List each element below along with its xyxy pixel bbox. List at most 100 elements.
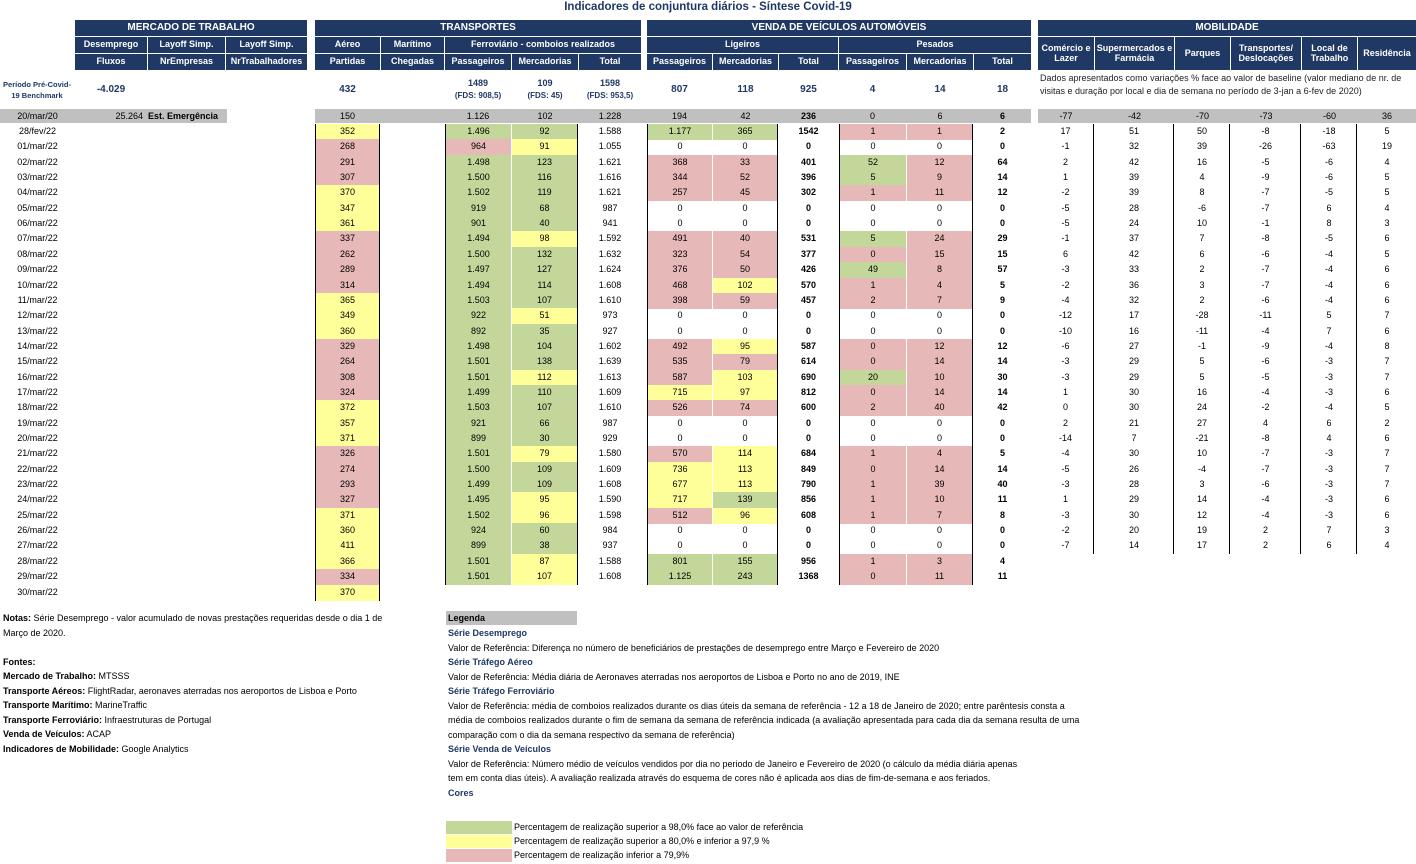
row-ferro-total: 1.590 bbox=[598, 494, 622, 504]
row-mob-transportes: -4 bbox=[1231, 324, 1301, 340]
row-pes-total: 0 bbox=[999, 141, 1005, 151]
row-mob-transportes: -8 bbox=[1231, 231, 1301, 247]
row-mob-supermercados: 28 bbox=[1095, 477, 1174, 493]
row-mob-residencia: 5 bbox=[1384, 172, 1390, 182]
row-mob-transportes: -1 bbox=[1231, 216, 1301, 232]
emergency-ferro-merc: 102 bbox=[537, 111, 553, 121]
row-mob-residencia: 6 bbox=[1384, 433, 1390, 443]
row-ferro-total: 987 bbox=[602, 418, 618, 428]
header-partidas: Partidas bbox=[315, 54, 380, 70]
row-mob-supermercados: 32 bbox=[1095, 293, 1174, 309]
row-lig-total: 0 bbox=[805, 141, 811, 151]
row-mob-trabalho: -63 bbox=[1302, 139, 1357, 155]
row-lig-total: 1368 bbox=[798, 571, 819, 581]
emergency-mob-supermercados: -42 bbox=[1127, 111, 1141, 121]
benchmark-pes-total: 18 bbox=[996, 84, 1009, 95]
row-mob-comercio: 0 bbox=[1038, 400, 1094, 416]
row-pes-total: 8 bbox=[999, 510, 1005, 520]
benchmark-ferro-pass: 1489 bbox=[467, 78, 489, 88]
row-mob-supermercados: 24 bbox=[1095, 216, 1174, 232]
row-lig-mercadorias: 45 bbox=[713, 185, 778, 201]
row-aereo: 307 bbox=[315, 170, 380, 186]
row-date: 11/mar/22 bbox=[17, 295, 58, 305]
row-pes-total: 11 bbox=[997, 571, 1008, 581]
row-date: 05/mar/22 bbox=[17, 203, 58, 213]
row-mob-trabalho: -5 bbox=[1302, 185, 1357, 201]
row-lig-passageiros: 0 bbox=[647, 139, 712, 155]
row-ferro-passageiros: 1.502 bbox=[445, 508, 511, 524]
row-lig-total: 302 bbox=[800, 187, 817, 197]
row-aereo: 370 bbox=[315, 185, 380, 201]
row-pes-total: 2 bbox=[999, 126, 1005, 136]
row-mob-residencia: 5 bbox=[1384, 187, 1390, 197]
row-lig-passageiros: 344 bbox=[647, 170, 712, 186]
legend-swatch-green bbox=[446, 821, 512, 834]
legend-color-3: Percentagem de realização inferior a 79,… bbox=[514, 850, 690, 860]
row-pes-mercadorias: 4 bbox=[907, 278, 973, 294]
legend-swatch-yellow bbox=[446, 835, 512, 848]
row-lig-passageiros: 492 bbox=[647, 339, 712, 355]
row-mob-comercio: -2 bbox=[1038, 278, 1094, 294]
row-ferro-passageiros: 1.501 bbox=[445, 370, 511, 386]
row-lig-mercadorias: 0 bbox=[713, 523, 778, 539]
legend-s4-text: Valor de Referência: Número médio de veí… bbox=[448, 758, 1018, 784]
row-pes-passageiros: 0 bbox=[839, 247, 906, 263]
legend-title: Legenda bbox=[446, 611, 577, 625]
row-pes-mercadorias: 8 bbox=[907, 262, 973, 278]
row-mob-trabalho: -4 bbox=[1302, 262, 1357, 278]
row-ferro-mercadorias: 114 bbox=[512, 278, 578, 294]
row-pes-passageiros: 1 bbox=[839, 554, 906, 570]
row-lig-mercadorias: 54 bbox=[713, 247, 778, 263]
row-lig-mercadorias: 113 bbox=[713, 462, 778, 478]
row-ferro-mercadorias: 107 bbox=[512, 293, 578, 309]
group-header-mercado: MERCADO DE TRABALHO bbox=[75, 20, 307, 36]
row-mob-supermercados: 17 bbox=[1095, 308, 1174, 324]
row-aereo: 327 bbox=[315, 492, 380, 508]
row-ferro-passageiros: 1.502 bbox=[445, 185, 511, 201]
row-mob-parques: 2 bbox=[1175, 293, 1230, 309]
row-pes-mercadorias: 39 bbox=[907, 477, 973, 493]
row-mob-residencia: 6 bbox=[1384, 387, 1390, 397]
row-ferro-total: 1.055 bbox=[598, 141, 622, 151]
row-mob-trabalho: -3 bbox=[1302, 385, 1357, 401]
row-lig-total: 684 bbox=[800, 448, 817, 458]
row-date: 28/fev/22 bbox=[18, 126, 57, 136]
row-ferro-total: 1.608 bbox=[598, 479, 622, 489]
group-header-mobilidade: MOBILIDADE bbox=[1038, 20, 1416, 36]
row-mob-comercio: -3 bbox=[1038, 262, 1094, 278]
source-text: MarineTraffic bbox=[92, 700, 148, 710]
group-header-veiculos: VENDA DE VEÍCULOS AUTOMÓVEIS bbox=[647, 20, 1031, 36]
row-lig-passageiros: 368 bbox=[647, 155, 712, 171]
row-lig-passageiros: 677 bbox=[647, 477, 712, 493]
header-lig-mercadorias: Mercadorias bbox=[713, 54, 778, 70]
row-mob-parques: 7 bbox=[1175, 231, 1230, 247]
source-label: Venda de Veículos: bbox=[3, 729, 85, 739]
row-date: 21/mar/22 bbox=[17, 448, 58, 458]
row-pes-total: 14 bbox=[997, 172, 1008, 182]
benchmark-label: Período Pré-Covid-19 Benchmark bbox=[3, 80, 71, 100]
row-pes-passageiros: 0 bbox=[839, 462, 906, 478]
legend-s2-text: Valor de Referência: Média diária de Aer… bbox=[448, 671, 900, 682]
row-ferro-total: 1.621 bbox=[598, 157, 622, 167]
notas-text: Série Desemprego - valor acumulado de no… bbox=[3, 613, 383, 638]
row-date: 08/mar/22 bbox=[17, 249, 58, 259]
row-aereo: 352 bbox=[315, 124, 380, 140]
row-mob-transportes: -4 bbox=[1231, 508, 1301, 524]
row-aereo: 365 bbox=[315, 293, 380, 309]
row-ferro-passageiros: 1.499 bbox=[445, 477, 511, 493]
row-mob-trabalho: -3 bbox=[1302, 370, 1357, 386]
row-ferro-mercadorias: 116 bbox=[512, 170, 578, 186]
row-mob-supermercados: 32 bbox=[1095, 139, 1174, 155]
row-lig-mercadorias: 0 bbox=[713, 308, 778, 324]
legend-s4-title: Série Venda de Veículos bbox=[448, 744, 552, 754]
row-ferro-mercadorias: 92 bbox=[512, 124, 578, 140]
row-mob-comercio: 6 bbox=[1038, 247, 1094, 263]
row-ferro-total: 1.609 bbox=[598, 464, 622, 474]
row-pes-total: 57 bbox=[997, 264, 1008, 274]
legend-block: Série Desemprego Valor de Referência: Di… bbox=[448, 626, 1088, 800]
header-chegadas: Chegadas bbox=[381, 54, 444, 70]
row-mob-transportes: -7 bbox=[1231, 278, 1301, 294]
row-lig-total: 0 bbox=[805, 326, 811, 336]
row-lig-mercadorias: 96 bbox=[713, 508, 778, 524]
row-mob-trabalho: -3 bbox=[1302, 446, 1357, 462]
